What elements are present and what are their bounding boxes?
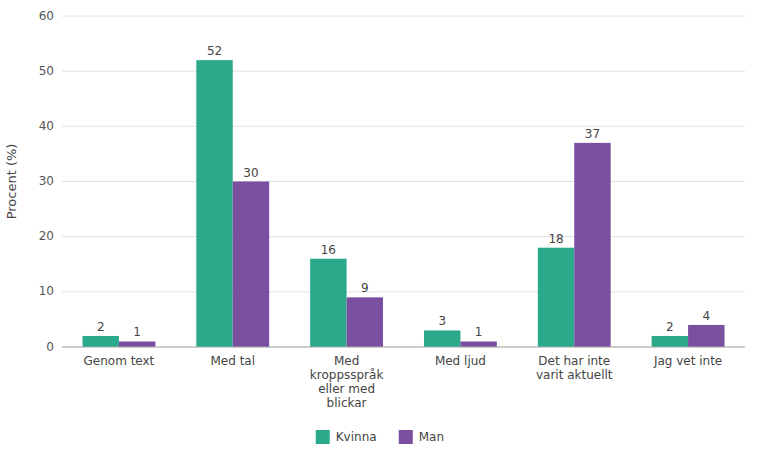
y-tick-label: 0	[46, 340, 54, 354]
legend: Kvinna Man	[316, 430, 444, 444]
data-label: 4	[702, 309, 710, 323]
y-tick-label: 20	[39, 229, 54, 243]
data-label: 9	[361, 281, 369, 295]
grid-line	[62, 236, 745, 237]
x-tick-label: Med tal	[210, 354, 255, 368]
x-tick-label: Det har intevarit aktuellt	[536, 354, 613, 382]
grid-line	[62, 291, 745, 292]
bar	[233, 182, 269, 348]
y-tick-label: 40	[39, 119, 54, 133]
x-tick-label: Medkroppsspråkeller medblickar	[310, 354, 384, 410]
bar	[460, 341, 496, 347]
grid-line	[62, 16, 745, 17]
x-tick-label: Med ljud	[435, 354, 486, 368]
chart: 0 10 20 30 40 50 60 Procent (%) 2 52 16 3 18 2 1 30 9 1 37…	[0, 0, 757, 455]
bar	[424, 330, 460, 347]
y-tick-label: 50	[39, 64, 54, 78]
x-axis-line	[62, 347, 745, 348]
chart-container: 0 10 20 30 40 50 60 Procent (%) 2 52 16 3 18 2 1 30 9 1 37…	[0, 0, 757, 455]
legend-label: Kvinna	[336, 430, 377, 444]
bars	[82, 60, 724, 347]
bar	[310, 259, 346, 347]
legend-swatch	[316, 430, 330, 444]
grid	[62, 16, 745, 347]
x-tick-label: Genom text	[84, 354, 155, 368]
data-label: 1	[475, 325, 483, 339]
data-labels: 2 52 16 3 18 2 1 30 9 1 37 4	[97, 44, 710, 339]
data-label: 37	[585, 127, 600, 141]
grid-line	[62, 126, 745, 127]
bar	[196, 60, 232, 347]
data-label: 2	[97, 320, 105, 334]
bar	[82, 336, 118, 347]
bar	[538, 248, 574, 347]
data-label: 2	[666, 320, 674, 334]
grid-line	[62, 347, 745, 348]
bar	[688, 325, 724, 347]
data-label: 18	[548, 232, 563, 246]
bar	[119, 341, 155, 347]
grid-line	[62, 181, 745, 182]
data-label: 1	[133, 325, 141, 339]
grid-line	[62, 71, 745, 72]
bar	[652, 336, 688, 347]
data-label: 16	[321, 243, 336, 257]
y-axis-label: Procent (%)	[4, 144, 19, 220]
y-tick-label: 30	[39, 174, 54, 188]
x-tick-label: Jag vet inte	[653, 354, 722, 368]
y-tick-label: 60	[39, 9, 54, 23]
legend-label: Man	[419, 430, 444, 444]
legend-swatch	[399, 430, 413, 444]
data-label: 3	[438, 314, 446, 328]
bar	[347, 297, 383, 347]
bar	[574, 143, 610, 347]
y-tick-label: 10	[39, 284, 54, 298]
data-label: 30	[243, 166, 258, 180]
data-label: 52	[207, 44, 222, 58]
